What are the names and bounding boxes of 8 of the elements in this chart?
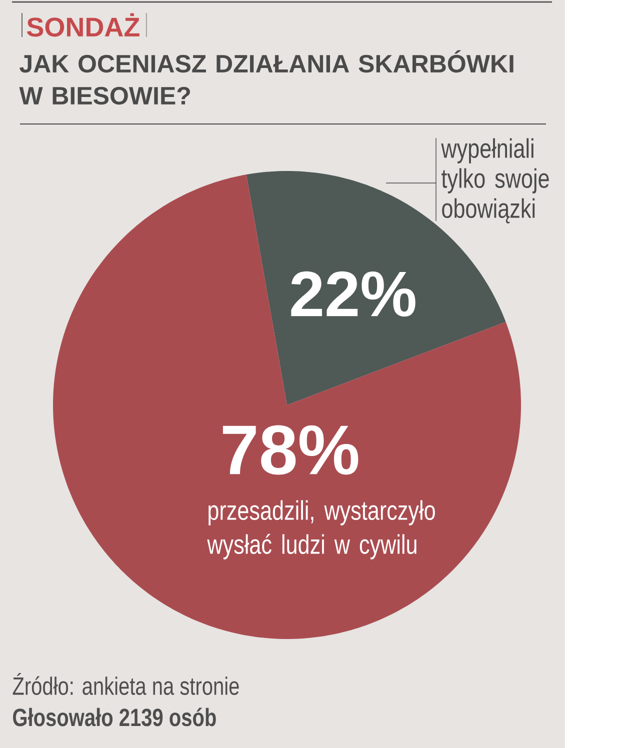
data-label: 22% bbox=[291, 271, 416, 317]
chart-title: JAK OCENIASZ DZIAŁANIA SKARBÓWKI W BIESOWIE? bbox=[19, 50, 514, 105]
text: Głosowało 2139 osób bbox=[13, 708, 216, 726]
slice-label: przesadzili, wystarczyło wysłać ludzi w cywilu bbox=[207, 500, 435, 560]
chart-subtitle: SONDAŻ bbox=[26, 13, 140, 37]
text: Źródło: ankieta na stronie bbox=[12, 673, 239, 695]
data-label: 78% bbox=[222, 425, 358, 475]
slice-label: wypełniali tylko swoje obowiązki bbox=[441, 138, 549, 224]
